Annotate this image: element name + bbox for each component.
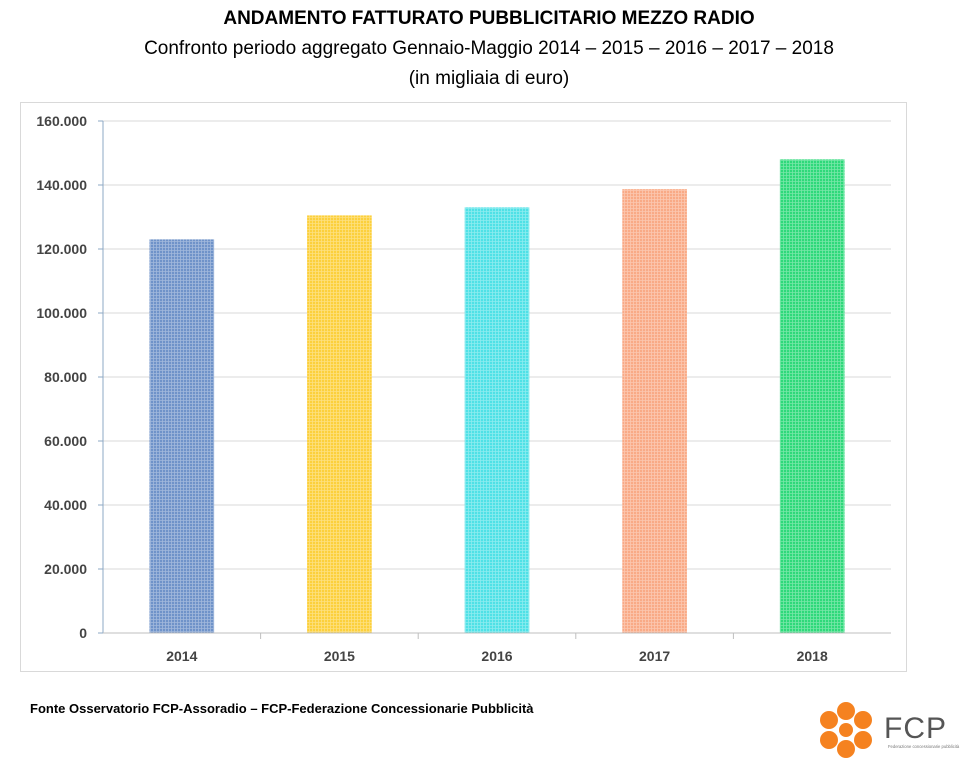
x-tick-label: 2014 [166,648,197,664]
x-tick-label: 2017 [639,648,670,664]
bar-2015 [307,215,372,633]
y-tick-label: 40.000 [44,497,87,513]
chart-subtitle: Confronto periodo aggregato Gennaio-Magg… [144,38,834,59]
fcp-logo: FCP Federazione concessionarie pubblicit… [820,702,960,758]
bar-texture [149,239,215,633]
chart-frame: 0 20.000 40.000 60.000 80.000 100.000 120.000 1… [20,102,907,672]
source-note: Fonte Osservatorio FCP-Assoradio – FCP-F… [30,701,534,716]
y-tick-label: 0 [79,625,87,641]
x-tick-label: 2015 [324,648,355,664]
y-tick-label: 140.000 [36,177,87,193]
flower-icon [820,702,872,758]
bar-2014 [149,239,215,633]
logo-tagline: Federazione concessionarie pubblicità [888,744,960,749]
x-tick-label: 2018 [797,648,828,664]
bar-chart: 0 20.000 40.000 60.000 80.000 100.000 120.000 1… [36,113,891,664]
y-tick-label: 120.000 [36,241,87,257]
bar-texture [622,189,687,633]
bar-texture [779,159,845,633]
logo-text: FCP [884,712,947,745]
x-tick-label: 2016 [481,648,512,664]
bar-2017 [622,189,687,633]
chart-unit-label: (in migliaia di euro) [408,68,570,89]
y-tick-label: 100.000 [36,305,87,321]
y-tick-label: 20.000 [44,561,87,577]
bar-2018 [779,159,845,633]
y-tick-label: 60.000 [44,433,87,449]
bar-texture [464,207,530,633]
chart-title: ANDAMENTO FATTURATO PUBBLICITARIO MEZZO … [223,8,755,29]
bar-texture [307,215,372,633]
y-tick-label: 160.000 [36,113,87,129]
bar-2016 [464,207,530,633]
y-tick-label: 80.000 [44,369,87,385]
